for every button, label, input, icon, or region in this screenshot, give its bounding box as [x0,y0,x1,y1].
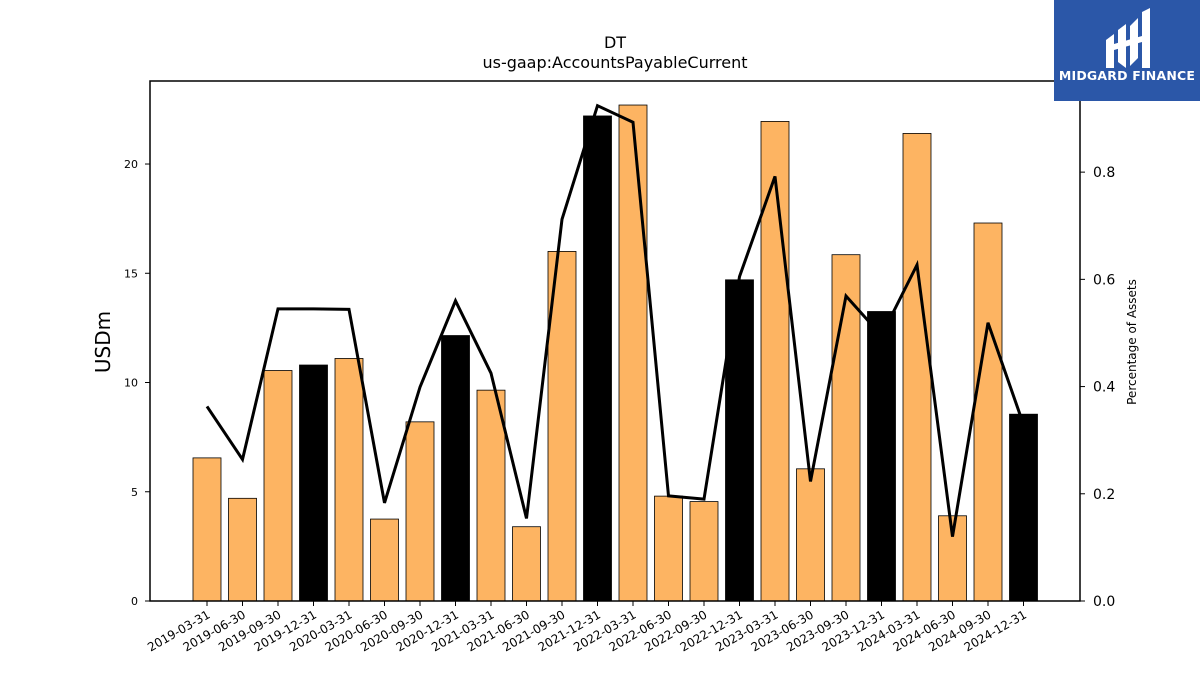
bar-2021-06-30 [512,526,541,602]
bar-2022-03-31 [618,104,648,602]
y-tick-label: 15 [124,267,138,280]
chart-subtitle: us-gaap:AccountsPayableCurrent [482,53,747,72]
y-tick-label: 0 [131,595,138,608]
bar-2020-06-30 [370,518,399,602]
bar-2022-09-30 [689,501,719,602]
bar-2020-03-31 [334,358,364,602]
bar-2019-03-31 [192,457,222,602]
y2-tick-label: 0.6 [1093,272,1115,288]
y2-tick-label: 0.4 [1093,380,1115,396]
logo-text: MIDGARD FINANCE [1058,68,1196,83]
bar-2022-12-31 [725,279,754,602]
y-tick-label: 20 [124,158,138,171]
bar-2019-09-30 [263,370,293,602]
y-tick-label: 5 [131,486,138,499]
bar-2024-12-31 [1009,413,1038,602]
bar-2019-06-30 [228,497,257,602]
y-axis-label: USDm [91,311,115,373]
y-tick-label: 10 [124,377,138,390]
logo-mark-icon [1106,8,1150,68]
chart-title: DT [604,33,626,52]
percentage-line [205,103,1025,537]
bar-2024-03-31 [902,133,932,602]
y2-tick-label: 0.2 [1093,487,1115,503]
y2-tick-label: 0.8 [1093,165,1115,181]
bar-2022-06-30 [654,495,683,602]
y2-tick-label: 0.0 [1093,594,1115,610]
bar-2023-09-30 [831,254,861,602]
bar-2023-12-31 [867,311,896,602]
bar-group [192,104,1038,602]
midgard-finance-logo: MIDGARD FINANCE [1054,0,1200,101]
bar-2021-12-31 [583,115,612,602]
bar-2023-06-30 [796,468,825,602]
bar-2019-12-31 [299,364,328,602]
bar-2024-09-30 [973,222,1003,602]
bar-2020-12-31 [441,335,470,602]
bar-2020-09-30 [405,421,435,602]
bar-2023-03-31 [760,121,790,602]
bar-2021-03-31 [476,389,506,602]
line-group [205,103,1025,537]
plot-frame [149,80,1081,602]
y2-axis-label: Percentage of Assets [1125,279,1139,405]
